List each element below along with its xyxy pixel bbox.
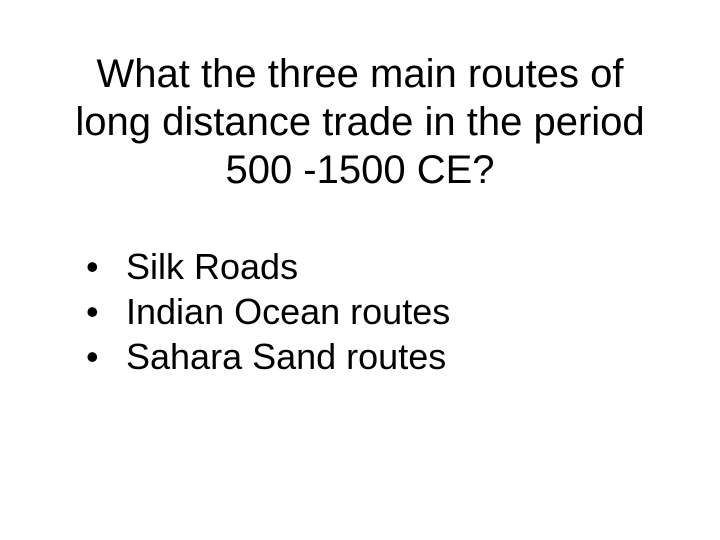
slide-title: What the three main routes of long dista… [60, 50, 660, 194]
bullet-marker-icon: • [80, 289, 126, 334]
list-item: • Silk Roads [80, 244, 660, 289]
bullet-marker-icon: • [80, 334, 126, 379]
bullet-list: • Silk Roads • Indian Ocean routes • Sah… [80, 244, 660, 379]
slide-container: What the three main routes of long dista… [0, 0, 720, 540]
bullet-marker-icon: • [80, 244, 126, 289]
list-item: • Indian Ocean routes [80, 289, 660, 334]
bullet-text: Sahara Sand routes [126, 334, 660, 379]
bullet-text: Silk Roads [126, 244, 660, 289]
bullet-text: Indian Ocean routes [126, 289, 660, 334]
list-item: • Sahara Sand routes [80, 334, 660, 379]
